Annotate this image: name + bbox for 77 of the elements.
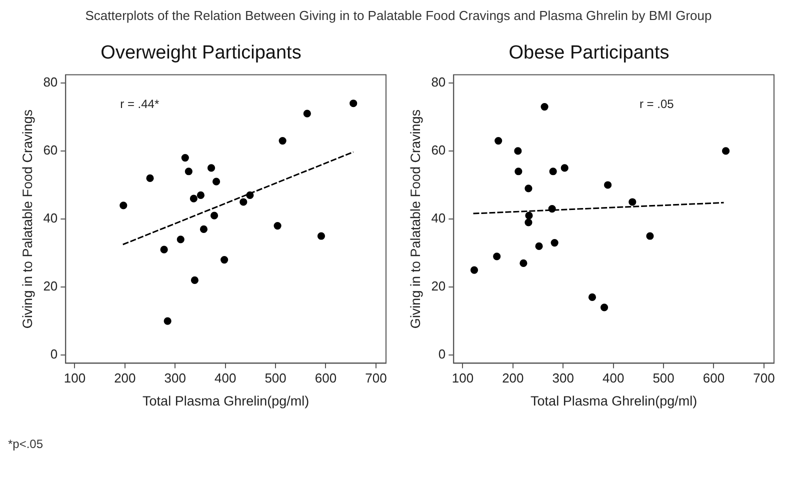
x-axis-title: Total Plasma Ghrelin(pg/ml) (142, 394, 310, 409)
point (160, 246, 168, 254)
point (514, 147, 522, 155)
x-tick-label: 100 (452, 370, 474, 386)
point (207, 164, 216, 172)
y-tick-label: 60 (43, 142, 58, 158)
y-tick-label: 40 (431, 210, 446, 226)
point (196, 191, 205, 199)
point (600, 304, 608, 312)
point (535, 242, 543, 250)
point (560, 164, 568, 172)
y-axis-title: Giving in to Palatable Food Cravings (408, 109, 423, 329)
x-tick-label: 500 (652, 370, 674, 386)
annotation: r = .44* (120, 97, 160, 112)
y-tick-label: 20 (431, 278, 446, 294)
point (470, 266, 478, 274)
x-tick-label: 400 (602, 370, 624, 386)
y-tick-label: 0 (438, 346, 446, 362)
chart-title: Overweight Participants (100, 42, 302, 64)
x-tick-label: 700 (365, 370, 387, 386)
x-tick-label: 300 (164, 370, 186, 386)
point (176, 236, 184, 244)
x-tick-label: 100 (64, 370, 86, 386)
x-tick-label: 300 (552, 370, 574, 386)
point (628, 198, 636, 206)
point (540, 102, 548, 111)
point (550, 239, 558, 247)
x-tick-label: 200 (114, 370, 136, 386)
point (190, 276, 198, 284)
x-tick-label: 400 (214, 370, 236, 386)
point (184, 168, 192, 176)
y-tick-label: 40 (43, 210, 58, 226)
y-tick-label: 80 (431, 74, 446, 90)
point (520, 259, 528, 268)
chart-title: Obese Participants (508, 42, 670, 64)
y-tick-label: 20 (43, 278, 58, 294)
point (146, 174, 154, 182)
point (190, 194, 198, 202)
point (274, 222, 282, 230)
point (493, 252, 501, 260)
x-axis-title: Total Plasma Ghrelin(pg/ml) (530, 394, 698, 409)
x-tick-label: 500 (264, 370, 286, 386)
point (548, 204, 556, 213)
point (181, 154, 189, 162)
y-tick-label: 0 (50, 346, 58, 362)
x-tick-label: 600 (314, 370, 337, 386)
point (212, 178, 220, 186)
point (246, 191, 254, 199)
x-tick-label: 200 (502, 370, 524, 386)
point (164, 317, 172, 325)
point (120, 202, 128, 210)
point (514, 168, 522, 176)
point (317, 232, 326, 240)
point (200, 225, 208, 234)
point (210, 212, 218, 220)
point (588, 293, 596, 302)
y-axis-title: Giving in to Palatable Food Cravings (20, 109, 35, 329)
point (240, 198, 248, 206)
text: Scatterplots of the Relation Between Giving in to Palatable Food Cravings and Plasma Ghrelin by BMI Group (84, 8, 713, 23)
point (350, 100, 358, 108)
y-tick-label: 60 (431, 142, 446, 158)
x-tick-label: 600 (702, 370, 725, 386)
x-tick-label: 700 (753, 370, 775, 386)
point (494, 136, 502, 145)
point (303, 110, 311, 118)
point (722, 147, 730, 155)
point (524, 184, 532, 192)
point (549, 168, 557, 176)
point (524, 218, 532, 226)
point (604, 181, 612, 189)
point (278, 136, 286, 145)
annotation: r = .05 (639, 97, 674, 112)
point (525, 212, 533, 220)
y-tick-label: 80 (43, 74, 58, 90)
text: *p<.05 (8, 437, 44, 451)
point (220, 256, 228, 264)
point (646, 232, 654, 240)
